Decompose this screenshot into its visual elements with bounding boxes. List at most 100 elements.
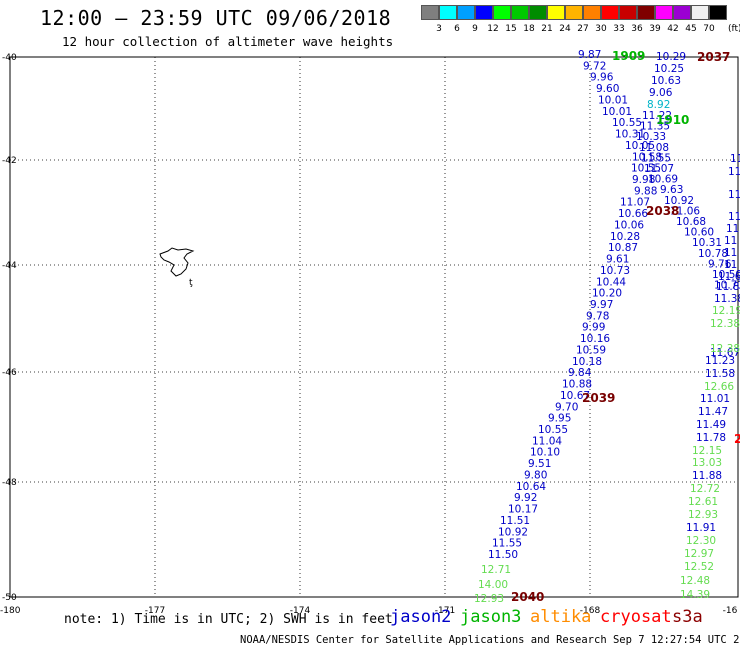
wave-height-value: 10.44: [596, 276, 626, 288]
wave-height-value: 10.29: [656, 51, 686, 63]
colorbar-label: 15: [505, 24, 517, 34]
wave-height-value: 9.78: [586, 310, 609, 322]
wave-height-value: 11.22: [642, 110, 672, 122]
wave-height-value: 10.64: [516, 481, 546, 493]
wave-height-value: 10.73: [600, 265, 630, 277]
lon-label: -16: [723, 606, 738, 616]
wave-height-value: 11: [726, 223, 739, 235]
wave-height-value: 9.92: [514, 492, 537, 504]
colorbar-label: 24: [559, 24, 571, 34]
lon-label: -180: [0, 606, 21, 616]
wave-height-value: 10.33: [636, 131, 666, 143]
colorbar-swatch: [475, 5, 493, 20]
colorbar-swatch: [421, 5, 439, 20]
colorbar-label: 70: [703, 24, 715, 34]
wave-height-value: 11.83: [716, 281, 740, 293]
colorbar-swatch: [565, 5, 583, 20]
colorbar-label: 42: [667, 24, 679, 34]
time-label: 1909: [612, 49, 645, 63]
wave-height-value: 12.61: [688, 496, 718, 508]
wave-height-value: 10.55: [631, 163, 661, 175]
time-label: 1910: [656, 113, 689, 127]
wave-height-value: 10.92: [498, 526, 528, 538]
wave-height-value: 11.06: [670, 205, 700, 217]
wave-height-value: 10.20: [592, 288, 622, 300]
lat-label: -50: [2, 593, 17, 603]
colorbar-swatch: [439, 5, 457, 20]
wave-height-value: 11: [728, 211, 740, 223]
wave-height-value: 10.67: [560, 390, 590, 402]
wave-height-value: 11.49: [696, 419, 726, 431]
wave-height-value: 11: [724, 235, 737, 247]
wave-height-value: 10.87: [608, 242, 638, 254]
colorbar-swatch: [511, 5, 529, 20]
wave-height-value: 9.70: [555, 401, 578, 413]
wave-height-value: 9.87: [578, 49, 601, 61]
wave-height-value: 9.84: [568, 367, 592, 379]
wave-height-value: 10.63: [651, 75, 681, 87]
wave-height-value: 10.78: [698, 248, 728, 260]
wave-height-value: 12.93: [688, 509, 718, 521]
wave-height-value: 10.01: [602, 106, 632, 118]
wave-height-value: 11.67: [710, 347, 740, 359]
wave-height-value: 12.48: [680, 575, 710, 587]
lat-label: -44: [2, 261, 17, 271]
wave-height-value: 10.55: [612, 117, 642, 129]
colorbar-swatch: [547, 5, 565, 20]
lon-label: -171: [435, 606, 455, 616]
colorbar-label: 39: [649, 24, 661, 34]
wave-height-value: 11.50: [488, 549, 518, 561]
colorbar-label: 12: [487, 24, 499, 34]
wave-height-value: 10.68: [676, 216, 706, 228]
wave-height-value: 10.01: [598, 94, 628, 106]
wave-height-value: 10.31: [692, 237, 722, 249]
colorbar-swatch: [601, 5, 619, 20]
wave-height-value: 10.92: [664, 195, 694, 207]
legend-jason3: jason3: [460, 607, 522, 627]
lat-label: -46: [2, 368, 17, 378]
wave-height-value: 10.31: [615, 129, 645, 141]
lon-label: -177: [145, 606, 165, 616]
wave-height-value: 11.6: [718, 271, 740, 283]
wave-height-value: 9.97: [590, 299, 613, 311]
wave-height-value: 9.61: [606, 254, 629, 266]
wave-height-value: 11.35: [640, 121, 670, 133]
colorbar-swatch: [583, 5, 601, 20]
colorbar-swatch: [691, 5, 709, 20]
wave-height-value: 9.76: [708, 258, 732, 270]
colorbar-swatch: [655, 5, 673, 20]
wave-height-value: 12.72: [690, 483, 720, 495]
lat-label: -48: [2, 478, 17, 488]
time-label-edge: 2: [734, 432, 740, 446]
wave-height-value: 10.06: [614, 219, 644, 231]
wave-height-value: 10.55: [538, 424, 568, 436]
wave-height-value: 9.98: [632, 174, 655, 186]
legend-cryosat: cryosat: [600, 607, 672, 627]
colorbar-label: 18: [523, 24, 535, 34]
wave-height-value: 10.16: [580, 333, 610, 345]
wave-height-value: 13.03: [692, 457, 722, 469]
time-label: 2039: [582, 391, 615, 405]
colorbar-label: 30: [595, 24, 607, 34]
wave-height-value: 14.00: [478, 579, 508, 591]
wave-height-value: 11.55: [641, 152, 671, 164]
colorbar-label: 36: [631, 24, 643, 34]
wave-height-value: 11.08: [639, 142, 669, 154]
colorbar-label: 3: [436, 24, 442, 34]
colorbar-swatch: [457, 5, 475, 20]
colorbar-label: 27: [577, 24, 589, 34]
wave-height-value: 9.99: [582, 322, 605, 334]
wave-height-value: 10.58: [632, 151, 662, 163]
colorbar-unit: (ft): [728, 24, 740, 34]
colorbar-label: 45: [685, 24, 697, 34]
island-outline: [159, 247, 195, 277]
colorbar-label: 33: [613, 24, 625, 34]
wave-height-value: 9.80: [524, 469, 547, 481]
legend-altika: altika: [530, 607, 592, 627]
wave-height-value: 11.78: [696, 432, 726, 444]
wave-height-value: 10.10: [530, 447, 560, 459]
wave-height-value: 10.25: [654, 63, 684, 75]
wave-height-value: 11.38: [714, 293, 740, 305]
wave-height-value: 10.60: [684, 227, 714, 239]
